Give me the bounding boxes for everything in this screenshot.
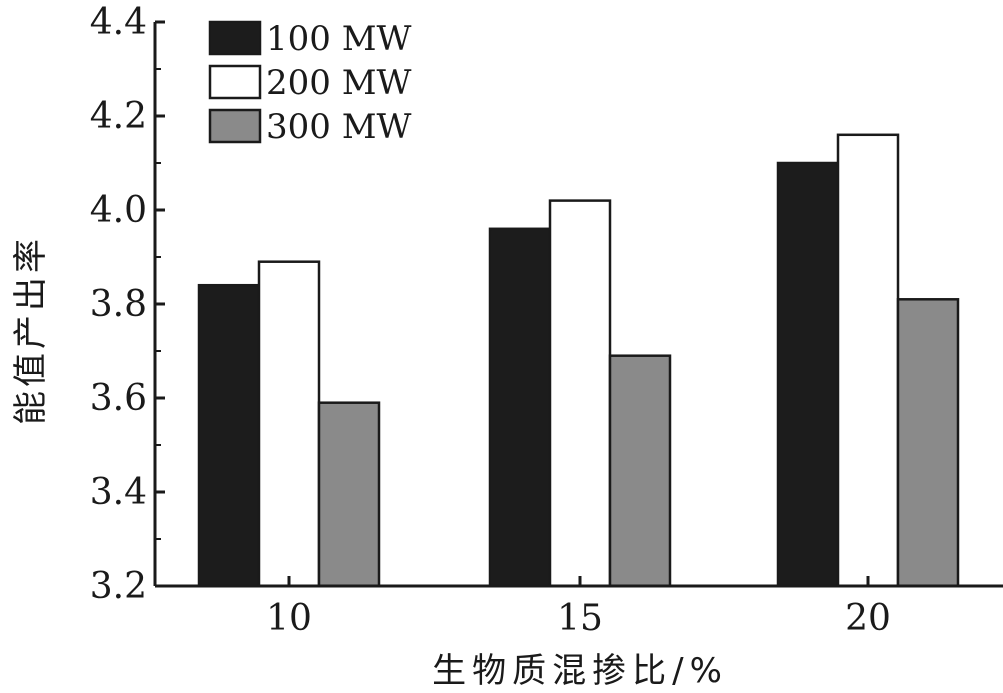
bar-300mw-15 bbox=[608, 354, 672, 588]
bar-300mw-10 bbox=[317, 401, 381, 588]
bar-100mw-20 bbox=[776, 161, 840, 588]
y-tick-label: 3.8 bbox=[90, 284, 147, 325]
x-tick-label-15: 15 bbox=[557, 598, 603, 639]
x-tick-label-10: 10 bbox=[266, 598, 312, 639]
y-tick-label: 4.2 bbox=[90, 96, 147, 137]
bar-100mw-10 bbox=[197, 283, 261, 588]
bar-200mw-15 bbox=[548, 199, 612, 588]
y-tick-label: 3.6 bbox=[90, 378, 147, 419]
bar-100mw-15 bbox=[488, 227, 552, 588]
bar-300mw-20 bbox=[896, 298, 960, 588]
x-axis-title: 生物质混掺比/% bbox=[432, 651, 728, 691]
y-ticks-group: 3.2 3.4 3.6 3.8 4.0 4.2 4.4 bbox=[90, 2, 165, 607]
bar-200mw-10 bbox=[257, 260, 321, 588]
y-axis-title: 能值产出率 bbox=[11, 235, 51, 425]
x-ticks-group: 10 15 20 bbox=[266, 576, 891, 639]
x-tick-label-20: 20 bbox=[845, 598, 891, 639]
legend-swatch-300mw bbox=[208, 108, 262, 144]
legend-label-300mw: 300 MW bbox=[266, 107, 412, 147]
y-tick-label: 3.4 bbox=[90, 472, 147, 513]
legend-swatch-200mw bbox=[208, 64, 262, 100]
y-tick-label: 3.2 bbox=[90, 566, 147, 607]
bars-group bbox=[197, 133, 960, 588]
y-tick-label: 4.4 bbox=[90, 2, 147, 43]
legend-swatch-100mw bbox=[208, 20, 262, 56]
y-tick-label: 4.0 bbox=[90, 190, 147, 231]
legend-label-100mw: 100 MW bbox=[266, 19, 412, 59]
bar-200mw-20 bbox=[836, 133, 900, 588]
legend-label-200mw: 200 MW bbox=[266, 63, 412, 103]
